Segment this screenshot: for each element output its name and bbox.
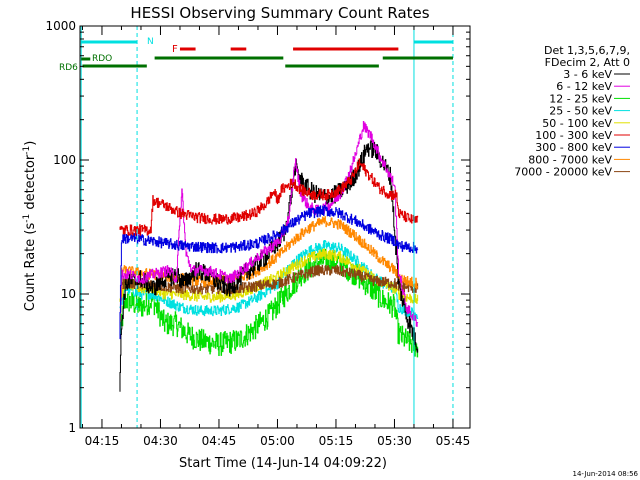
x-tick-label: 05:30 bbox=[377, 434, 412, 448]
legend-header-line: FDecim 2, Att 0 bbox=[545, 56, 630, 69]
night-label: N bbox=[147, 37, 154, 47]
legend-entry-label: 50 - 100 keV bbox=[542, 117, 612, 130]
y-tick-label: 1000 bbox=[45, 19, 76, 33]
y-axis-label: Count Rate (s-1 detector-1) bbox=[22, 141, 38, 312]
legend-entry-label: 3 - 6 keV bbox=[563, 68, 612, 81]
y-tick-label: 1 bbox=[68, 421, 76, 435]
plot-data bbox=[119, 121, 419, 392]
x-tick-label: 04:15 bbox=[85, 434, 120, 448]
x-tick-label: 04:30 bbox=[143, 434, 178, 448]
series-line-12to25keV bbox=[119, 248, 419, 358]
y-tick-label: 100 bbox=[53, 153, 76, 167]
legend-entry-label: 12 - 25 keV bbox=[549, 92, 612, 105]
x-tick-label: 05:15 bbox=[319, 434, 354, 448]
rd6-label: RD6 bbox=[59, 63, 78, 73]
timestamp: 14-Jun-2014 08:56 bbox=[573, 470, 639, 478]
time-markers bbox=[80, 26, 454, 428]
legend-entry-label: 100 - 300 keV bbox=[535, 129, 612, 142]
legend-entry-label: 7000 - 20000 keV bbox=[514, 166, 612, 179]
legend-header-line: Det 1,3,5,6,7,9, bbox=[544, 44, 630, 57]
legend-entry-label: 6 - 12 keV bbox=[556, 80, 612, 93]
rdo-label: RDO bbox=[92, 54, 112, 64]
x-tick-label: 04:45 bbox=[202, 434, 237, 448]
plot-frame bbox=[79, 25, 471, 429]
x-axis-label: Start Time (14-Jun-14 04:09:22) bbox=[179, 456, 387, 471]
series-line-300to800keV bbox=[119, 205, 419, 340]
y-tick-label: 10 bbox=[61, 287, 76, 301]
chart-title: HESSI Observing Summary Count Rates bbox=[130, 4, 429, 22]
legend-entry-label: 300 - 800 keV bbox=[535, 141, 612, 154]
x-tick-label: 05:45 bbox=[436, 434, 471, 448]
legend: Det 1,3,5,6,7,9, FDecim 2, Att 0 3 - 6 k… bbox=[514, 44, 630, 179]
series-line-7000to20000keV bbox=[119, 264, 419, 331]
series-line-6to12keV bbox=[119, 121, 419, 329]
series-line-100to300keV bbox=[119, 158, 419, 236]
flare-label: F bbox=[172, 44, 178, 55]
x-tick-label: 05:00 bbox=[260, 434, 295, 448]
series-line-3to6keV bbox=[119, 139, 419, 392]
legend-entry-label: 25 - 50 keV bbox=[549, 105, 612, 118]
legend-entry-label: 800 - 7000 keV bbox=[528, 153, 612, 166]
axes: 1 10 100 1000 04:15 04:30 04:45 05:00 05:15 05:30… bbox=[45, 19, 471, 448]
flag-bars bbox=[81, 40, 453, 68]
